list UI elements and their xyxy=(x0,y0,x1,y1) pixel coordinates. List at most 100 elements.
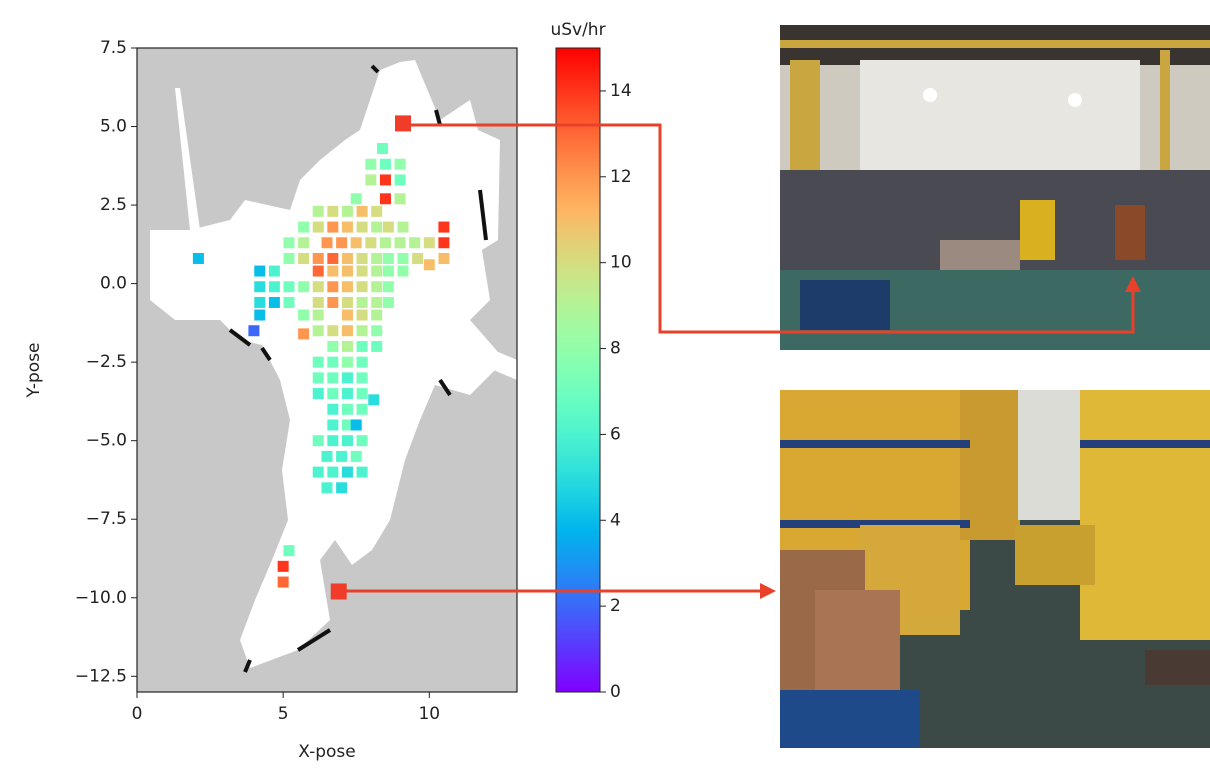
dose-point xyxy=(327,281,339,293)
dose-point xyxy=(277,560,289,572)
dose-point xyxy=(382,296,394,308)
x-tick-label: 5 xyxy=(278,704,289,724)
dose-point xyxy=(327,221,339,233)
location-marker xyxy=(395,115,411,132)
y-tick-label: 5.0 xyxy=(100,117,127,137)
dose-point xyxy=(327,419,339,431)
dose-point xyxy=(371,309,383,321)
colorbar-tick-label: 0 xyxy=(610,682,621,702)
dose-point xyxy=(394,158,406,170)
dose-point xyxy=(350,237,362,249)
dose-point xyxy=(341,403,353,415)
arrow-head xyxy=(1125,276,1141,292)
dose-point xyxy=(379,193,391,205)
dose-point xyxy=(312,435,324,447)
dose-point xyxy=(368,394,380,406)
dose-point xyxy=(341,325,353,337)
dose-point xyxy=(298,237,310,249)
y-tick-label: 2.5 xyxy=(100,195,127,215)
dose-point xyxy=(397,252,409,264)
arrow-top xyxy=(402,123,1135,334)
dose-point xyxy=(327,296,339,308)
dose-point xyxy=(336,450,348,462)
dose-point xyxy=(350,450,362,462)
dose-point xyxy=(356,309,368,321)
dose-point xyxy=(312,265,324,277)
dose-point xyxy=(341,340,353,352)
dose-point xyxy=(379,237,391,249)
dose-point xyxy=(377,143,389,155)
dose-point xyxy=(412,252,424,264)
dose-point xyxy=(341,281,353,293)
map-ray xyxy=(470,340,517,380)
dose-point xyxy=(371,296,383,308)
map-ray xyxy=(175,88,200,230)
y-tick-label: 7.5 xyxy=(100,38,127,58)
photo-warehouse-hall xyxy=(780,25,1210,350)
dose-point xyxy=(277,576,289,588)
dose-point xyxy=(327,265,339,277)
dose-point xyxy=(341,388,353,400)
dose-point xyxy=(356,466,368,478)
dose-point xyxy=(356,403,368,415)
dose-point xyxy=(327,372,339,384)
dose-point xyxy=(394,193,406,205)
x-tick-label: 0 xyxy=(132,704,143,724)
dose-point xyxy=(379,158,391,170)
dose-point xyxy=(283,237,295,249)
dose-point xyxy=(248,325,260,337)
dose-point xyxy=(327,356,339,368)
dose-point xyxy=(356,325,368,337)
dose-point xyxy=(409,237,421,249)
dose-point xyxy=(312,296,324,308)
colorbar-tick-label: 2 xyxy=(610,596,621,616)
dose-point xyxy=(283,252,295,264)
y-axis-label: Y-pose xyxy=(24,342,44,398)
dose-point xyxy=(312,466,324,478)
dose-point xyxy=(438,221,450,233)
colorbar-tick-label: 14 xyxy=(610,81,632,101)
dose-point xyxy=(336,237,348,249)
dose-point xyxy=(423,237,435,249)
dose-point xyxy=(321,237,333,249)
map-obstacles xyxy=(228,64,488,673)
dose-point xyxy=(371,265,383,277)
dose-point xyxy=(371,221,383,233)
colorbar-tick-label: 10 xyxy=(610,253,632,273)
dose-point xyxy=(394,237,406,249)
y-tick-label: 0.0 xyxy=(100,274,127,294)
y-tick-label: −5.0 xyxy=(86,431,127,451)
dose-point xyxy=(356,296,368,308)
dose-point xyxy=(254,309,266,321)
dose-point xyxy=(321,450,333,462)
dose-point xyxy=(327,205,339,217)
dose-point xyxy=(312,372,324,384)
colorbar-tick-label: 6 xyxy=(610,424,621,444)
dose-point xyxy=(312,309,324,321)
dose-point xyxy=(321,482,333,494)
location-marker xyxy=(330,583,347,600)
y-tick-label: −12.5 xyxy=(75,666,127,686)
dose-point xyxy=(350,193,362,205)
dose-point xyxy=(382,221,394,233)
dose-point xyxy=(298,252,310,264)
arrow-head xyxy=(760,583,776,599)
dose-point xyxy=(341,356,353,368)
dose-point xyxy=(397,221,409,233)
colorbar-tick-label: 4 xyxy=(610,510,621,530)
dose-point xyxy=(341,309,353,321)
plot-frame xyxy=(136,47,518,693)
dose-point xyxy=(356,205,368,217)
dose-point xyxy=(371,325,383,337)
dose-point xyxy=(283,296,295,308)
dose-point xyxy=(382,265,394,277)
dose-point xyxy=(312,325,324,337)
dose-point xyxy=(341,205,353,217)
dose-point xyxy=(341,221,353,233)
dose-point xyxy=(268,265,280,277)
plot-layer xyxy=(192,143,450,588)
dose-point xyxy=(312,281,324,293)
dose-point xyxy=(327,340,339,352)
dose-point xyxy=(327,403,339,415)
